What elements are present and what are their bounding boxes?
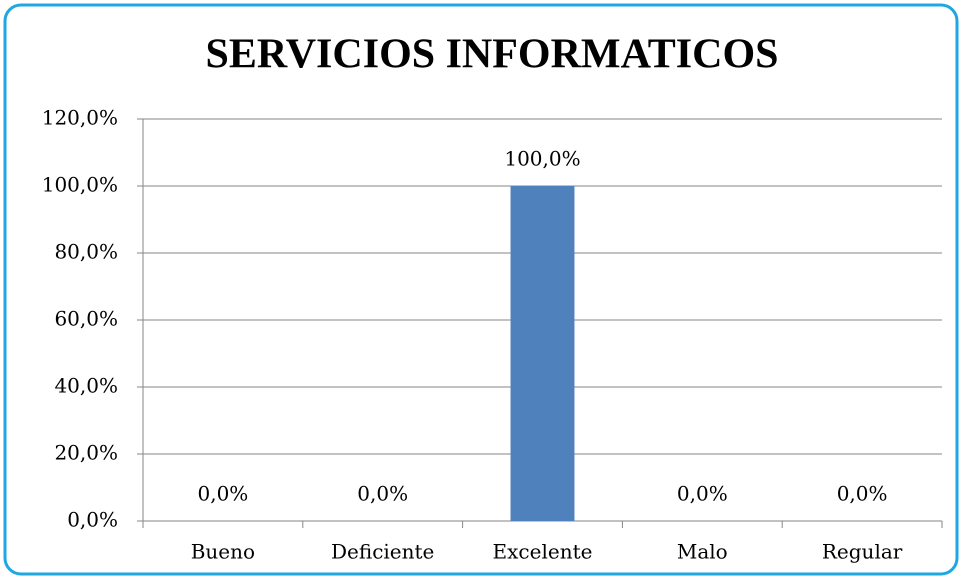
x-tick-label: Excelente bbox=[493, 540, 593, 564]
x-tick-label: Malo bbox=[677, 540, 728, 564]
y-tick-label: 0,0% bbox=[67, 508, 118, 532]
y-tick-label: 20,0% bbox=[54, 441, 118, 465]
data-label: 0,0% bbox=[357, 482, 408, 506]
y-tick-label: 40,0% bbox=[54, 374, 118, 398]
data-label: 100,0% bbox=[504, 147, 580, 171]
y-tick-label: 100,0% bbox=[42, 173, 118, 197]
x-tick-label: Deficiente bbox=[331, 540, 434, 564]
bar bbox=[510, 186, 575, 521]
data-label: 0,0% bbox=[837, 482, 888, 506]
y-tick-label: 80,0% bbox=[54, 240, 118, 264]
x-tick-label: Bueno bbox=[191, 540, 255, 564]
chart-border bbox=[3, 3, 959, 576]
data-label: 0,0% bbox=[197, 482, 248, 506]
data-label: 0,0% bbox=[677, 482, 728, 506]
chart-title: SERVICIOS INFORMATICOS bbox=[205, 32, 778, 78]
y-tick-label: 120,0% bbox=[42, 106, 118, 130]
x-tick-label: Regular bbox=[822, 540, 903, 564]
y-tick-label: 60,0% bbox=[54, 307, 118, 331]
